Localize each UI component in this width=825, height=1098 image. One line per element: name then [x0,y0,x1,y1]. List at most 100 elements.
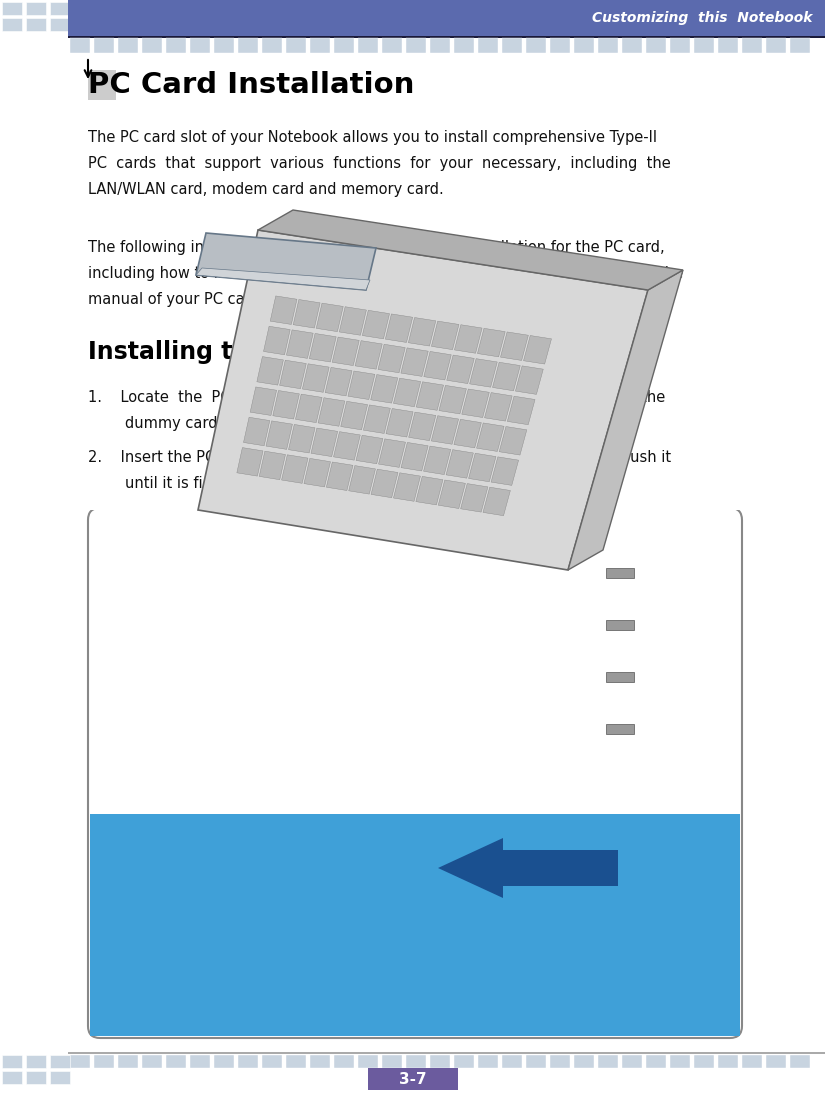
Polygon shape [280,360,306,389]
Bar [310,38,330,53]
Polygon shape [379,439,406,468]
Polygon shape [378,345,405,372]
Bar [166,38,186,53]
Polygon shape [266,421,292,449]
Polygon shape [431,416,459,445]
Bar [358,38,378,53]
Polygon shape [237,448,263,477]
Bar [502,38,522,53]
Text: until it is firmly seated.: until it is firmly seated. [88,477,295,491]
Bar [94,1055,114,1068]
Polygon shape [524,336,551,365]
Polygon shape [507,396,535,425]
Bar [118,38,138,53]
Polygon shape [431,321,459,349]
Text: including how to install and remove it.   For more information, please refer to : including how to install and remove it. … [88,266,683,281]
Polygon shape [318,397,345,426]
Polygon shape [286,329,314,358]
Bar [694,1055,714,1068]
Polygon shape [446,355,474,383]
Polygon shape [349,466,375,494]
Bar [90,814,740,1037]
Text: PC Card Installation: PC Card Installation [88,71,414,99]
Polygon shape [356,435,383,463]
Polygon shape [304,458,331,486]
Bar [430,38,450,53]
Bar [2,2,22,15]
Bar [498,850,618,886]
Polygon shape [332,337,359,366]
Bar [526,1055,546,1068]
Bar [190,38,210,53]
Polygon shape [394,473,421,502]
Polygon shape [478,328,505,357]
Bar [646,1055,666,1068]
Polygon shape [501,332,528,360]
FancyBboxPatch shape [88,508,742,1038]
Bar [118,1055,138,1068]
Text: The PC card slot of your Notebook allows you to install comprehensive Type-II: The PC card slot of your Notebook allows… [88,130,658,145]
Polygon shape [401,348,428,377]
Polygon shape [325,368,352,396]
Text: 3-7: 3-7 [398,1072,427,1087]
Bar [694,38,714,53]
Polygon shape [491,457,519,485]
Polygon shape [355,340,382,369]
Polygon shape [460,483,488,512]
Polygon shape [339,306,366,335]
Polygon shape [258,210,683,290]
Bar [166,1055,186,1068]
Bar [238,38,258,53]
Bar [2,1071,22,1084]
Polygon shape [469,453,496,482]
Polygon shape [438,480,465,508]
Polygon shape [316,303,343,332]
Polygon shape [198,229,648,570]
Polygon shape [438,838,503,898]
Polygon shape [363,405,390,434]
Bar [550,1055,570,1068]
Bar [454,38,474,53]
Polygon shape [341,402,368,429]
Text: Installing the PC card: Installing the PC card [88,340,375,365]
Polygon shape [394,378,421,406]
Bar [238,1055,258,1068]
Bar [670,38,690,53]
Bar [646,38,666,53]
Polygon shape [370,374,398,403]
Polygon shape [477,423,504,451]
Bar [26,18,46,31]
Polygon shape [439,385,466,414]
Bar [50,2,70,15]
Bar [50,18,70,31]
Bar [430,1055,450,1068]
Bar [606,724,634,733]
Bar [262,38,282,53]
Bar [286,1055,306,1068]
Bar [2,1055,22,1068]
Polygon shape [257,357,283,385]
Bar [478,1055,498,1068]
Bar [790,1055,810,1068]
Polygon shape [273,391,299,419]
Bar [334,38,354,53]
Polygon shape [281,455,308,483]
Polygon shape [446,450,474,478]
Bar [478,38,498,53]
Polygon shape [259,451,285,480]
Bar [606,672,634,682]
Bar [50,1055,70,1068]
Bar [70,1055,90,1068]
Bar [718,38,738,53]
Bar [68,36,825,38]
Polygon shape [385,314,412,343]
Bar [90,206,740,509]
Bar [68,0,825,36]
Bar [606,568,634,578]
Bar [598,38,618,53]
Polygon shape [423,446,450,474]
Polygon shape [371,469,398,497]
Bar [262,1055,282,1068]
Bar [358,1055,378,1068]
Polygon shape [568,270,683,570]
